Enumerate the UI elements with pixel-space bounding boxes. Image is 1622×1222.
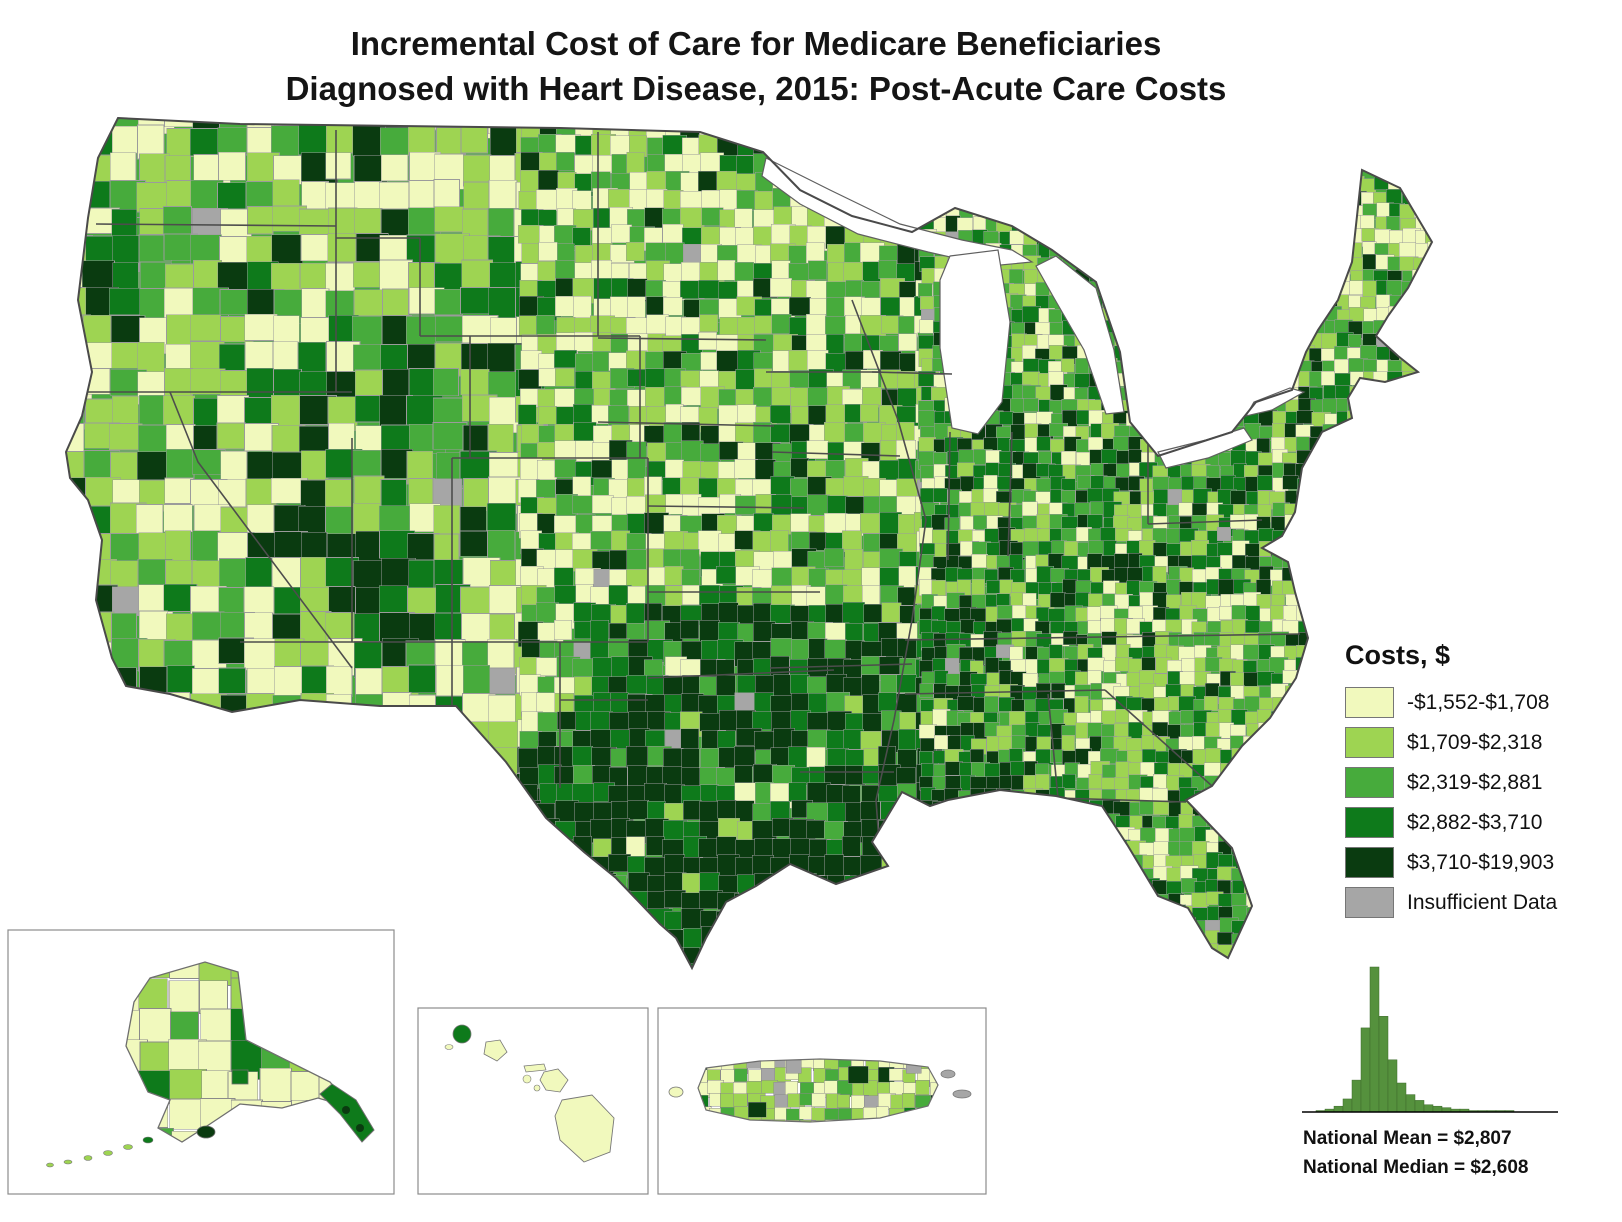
national-median-text: National Median = $2,608	[1303, 1157, 1529, 1179]
legend-label-class1: -$1,552-$1,708	[1407, 690, 1550, 714]
hawaii-islands-layer	[444, 1024, 615, 1163]
histogram-bar	[1405, 1094, 1416, 1113]
legend-swatch-class3	[1345, 767, 1394, 798]
hawaii-inset	[417, 1007, 649, 1195]
legend-swatch-class2	[1345, 727, 1394, 758]
histogram-bar	[1423, 1104, 1434, 1113]
legend-item: Insufficient Data	[1345, 887, 1557, 918]
legend-label-class3: $2,319-$2,881	[1407, 770, 1543, 794]
histogram-bar	[1387, 1059, 1398, 1113]
figure-title-line1: Incremental Cost of Care for Medicare Be…	[350, 25, 1162, 62]
histogram-bar	[1396, 1082, 1407, 1113]
histogram-bar	[1342, 1098, 1353, 1113]
legend-swatch-class1	[1345, 687, 1394, 718]
legend-label-insufficient: Insufficient Data	[1407, 890, 1558, 914]
figure-title: Incremental Cost of Care for Medicare Be…	[0, 22, 1512, 111]
legend-item: $3,710-$19,903	[1345, 847, 1557, 878]
histogram-bar	[1378, 1016, 1389, 1113]
histogram-bar	[1333, 1105, 1344, 1113]
legend-item: $2,319-$2,881	[1345, 767, 1557, 798]
legend-swatch-insufficient	[1345, 887, 1394, 918]
legend-title: Costs, $	[1345, 640, 1451, 670]
legend-label-class5: $3,710-$19,903	[1407, 850, 1555, 874]
national-stats: National Mean = $2,807 National Median =…	[1303, 1124, 1528, 1183]
state-borders-layer	[84, 130, 1301, 857]
legend-item: -$1,552-$1,708	[1345, 687, 1557, 718]
legend-swatch-class5	[1345, 847, 1394, 878]
histogram-bar	[1360, 1027, 1371, 1113]
figure-title-line2: Diagnosed with Heart Disease, 2015: Post…	[285, 69, 1227, 107]
legend-label-class4: $2,882-$3,710	[1407, 810, 1543, 834]
map-legend: Costs, $ -$1,552-$1,708 $1,709-$2,318 $2…	[1345, 640, 1557, 927]
national-mean-text: National Mean = $2,807	[1303, 1128, 1512, 1149]
legend-item: $1,709-$2,318	[1345, 727, 1557, 758]
histogram-bar	[1414, 1100, 1425, 1113]
cost-distribution-histogram	[1302, 966, 1558, 1113]
histogram-bar	[1369, 966, 1380, 1113]
histogram-bar	[1351, 1079, 1362, 1113]
legend-item: $2,882-$3,710	[1345, 807, 1557, 838]
histogram-bar	[1432, 1105, 1443, 1113]
legend-label-class2: $1,709-$2,318	[1407, 730, 1543, 754]
legend-swatch-class4	[1345, 807, 1394, 838]
us-outline	[64, 116, 1434, 971]
us-counties-layer	[66, 118, 1432, 968]
